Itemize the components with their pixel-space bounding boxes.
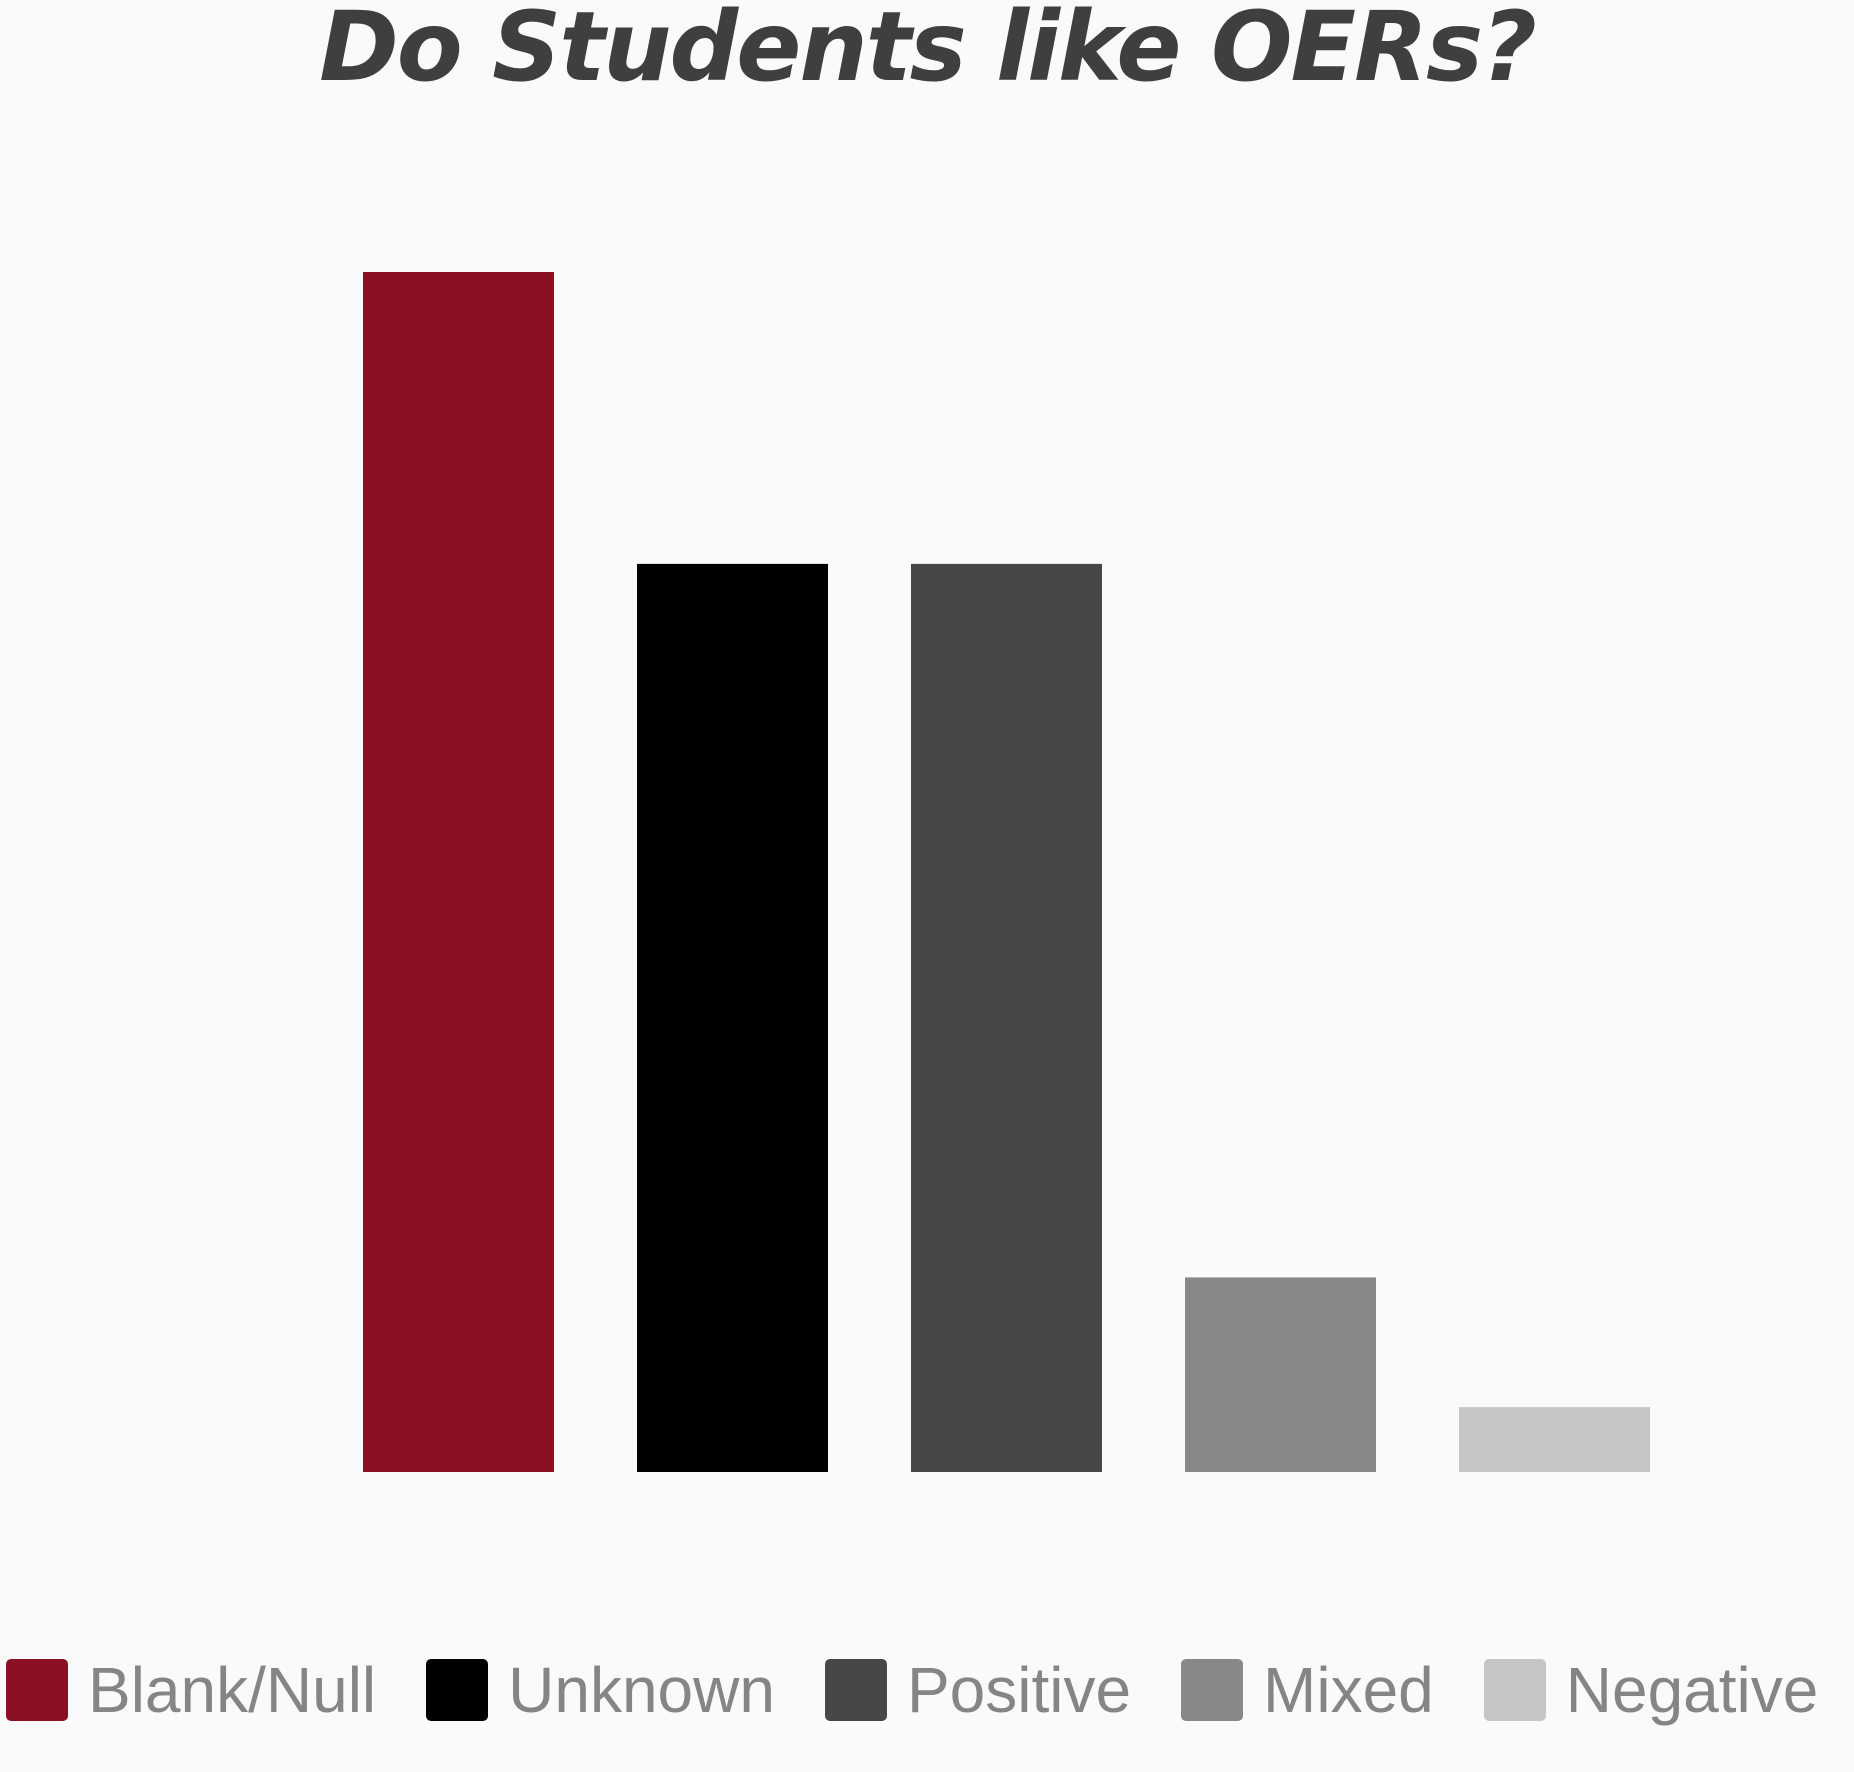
legend-swatch-mixed [1181, 1659, 1244, 1721]
bar-blank-null [363, 272, 554, 1472]
legend-label-blank-null: Blank/Null [88, 1654, 377, 1726]
legend-item-mixed: Mixed [1181, 1653, 1434, 1727]
legend-item-blank-null: Blank/Null [6, 1653, 376, 1727]
legend-label-negative: Negative [1565, 1654, 1819, 1726]
legend-item-negative: Negative [1483, 1653, 1819, 1727]
chart-legend: Blank/Null Unknown Positive Mixed Negative [6, 1640, 1854, 1740]
bar-plot [363, 272, 1650, 1472]
bar-unknown [637, 563, 828, 1472]
legend-item-unknown: Unknown [426, 1653, 775, 1727]
legend-swatch-positive [824, 1659, 887, 1721]
legend-swatch-negative [1483, 1659, 1546, 1721]
bar-negative [1459, 1407, 1650, 1472]
legend-item-positive: Positive [824, 1653, 1132, 1727]
legend-label-unknown: Unknown [508, 1654, 775, 1726]
bar-positive [911, 563, 1102, 1472]
chart-title: Do Students like OERs? [319, 0, 1537, 95]
legend-label-mixed: Mixed [1263, 1654, 1434, 1726]
legend-label-positive: Positive [906, 1654, 1132, 1726]
legend-swatch-blank-null [6, 1659, 68, 1721]
bar-mixed [1185, 1277, 1376, 1472]
legend-swatch-unknown [426, 1659, 489, 1721]
